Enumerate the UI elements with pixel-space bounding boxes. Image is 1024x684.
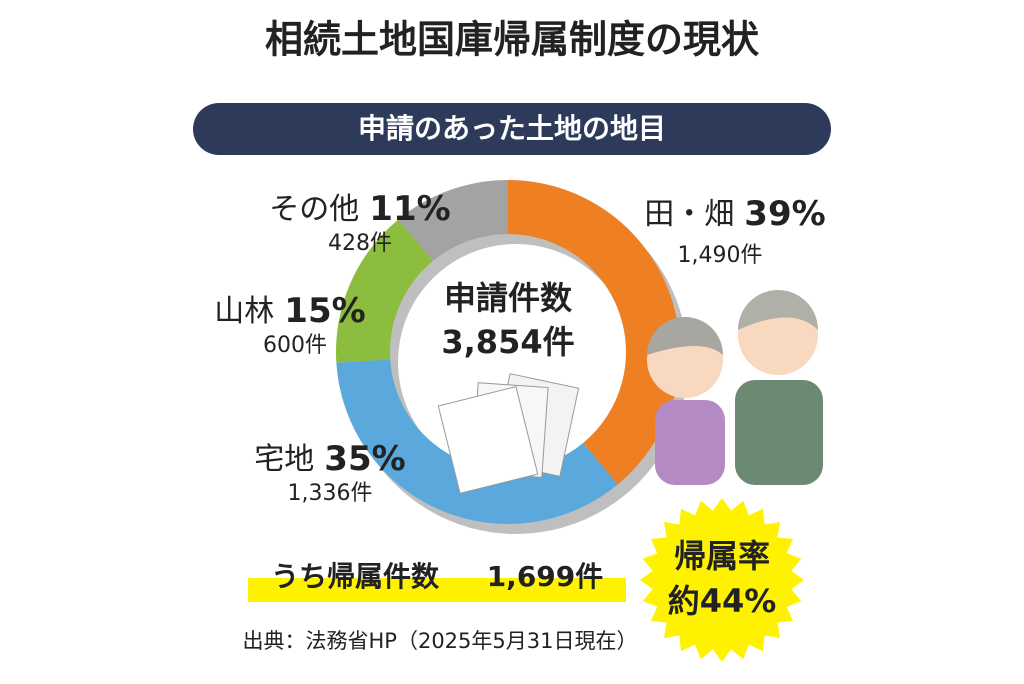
badge-value: 約44% (668, 582, 777, 620)
category-name: 宅地 (254, 442, 314, 477)
slice (336, 359, 618, 524)
category-name: 山林 (214, 294, 274, 329)
slice (508, 180, 680, 485)
badge-burst (640, 498, 804, 662)
count-label: 428件 (328, 231, 392, 256)
center-value: 3,854件 (441, 323, 574, 361)
people-illustration (647, 290, 823, 485)
subtitle-pill (193, 103, 831, 155)
subtitle: 申請のあった土地の地目 (358, 112, 666, 145)
granted-label: うち帰属件数 (271, 560, 440, 593)
category-name: 田・畑 (644, 197, 734, 232)
badge-label: 帰属率 (674, 537, 770, 575)
source: 出典：法務省HP（2025年5月31日現在） (243, 629, 638, 653)
document-icon (437, 373, 580, 494)
title: 相続土地国庫帰属制度の現状 (265, 18, 760, 62)
count-label: 600件 (263, 333, 327, 358)
count-label: 1,490件 (678, 243, 763, 268)
slice (336, 219, 433, 363)
slice-label: 宅地 35% (254, 439, 405, 479)
slice (398, 180, 508, 262)
donut (336, 180, 688, 534)
center-label: 申請件数 (444, 279, 573, 317)
slice-label: 山林 15% (214, 291, 365, 331)
highlight (248, 578, 626, 602)
percent-label: 11% (369, 189, 450, 229)
percent-label: 15% (284, 291, 365, 331)
slice-label: 田・畑 39% (644, 194, 825, 234)
slice-label: その他 11% (269, 189, 450, 229)
count-label: 1,336件 (288, 481, 373, 506)
percent-label: 39% (744, 194, 825, 234)
percent-label: 35% (324, 439, 405, 479)
granted-value: 1,699件 (487, 560, 604, 593)
category-name: その他 (269, 192, 359, 227)
